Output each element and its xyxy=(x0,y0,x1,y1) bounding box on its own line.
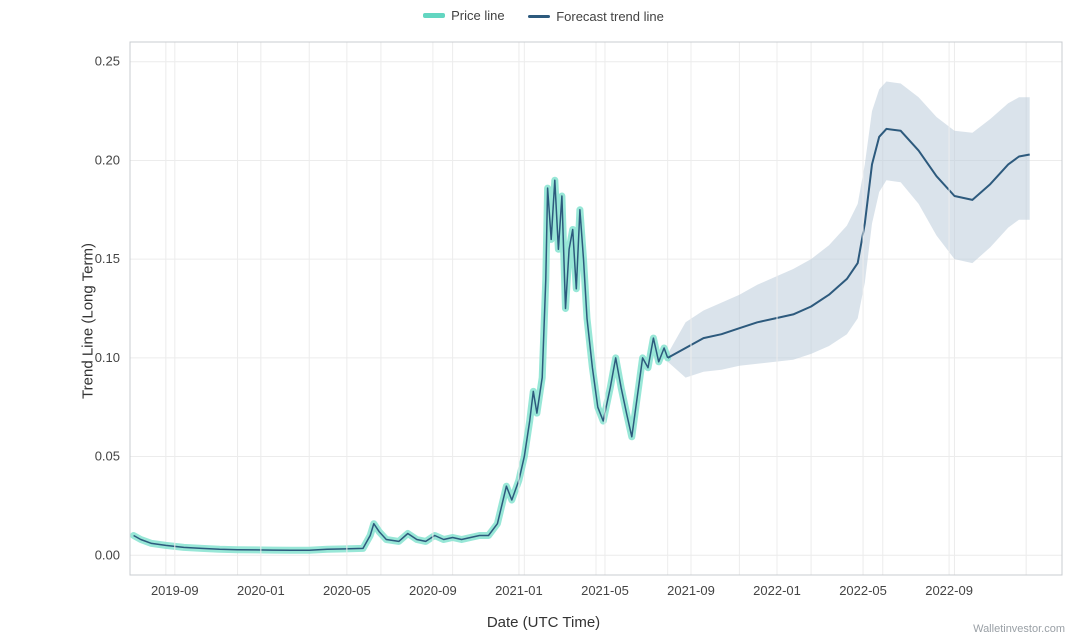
legend-swatch-price xyxy=(423,13,445,18)
chart-legend: Price line Forecast trend line xyxy=(0,6,1087,24)
svg-text:2020-05: 2020-05 xyxy=(323,583,371,598)
svg-text:0.20: 0.20 xyxy=(95,152,120,167)
legend-label: Price line xyxy=(451,8,504,23)
y-axis-label: Trend Line (Long Term) xyxy=(79,243,96,399)
legend-swatch-forecast xyxy=(528,15,550,18)
svg-text:2021-01: 2021-01 xyxy=(495,583,543,598)
svg-text:0.10: 0.10 xyxy=(95,350,120,365)
legend-label: Forecast trend line xyxy=(556,9,664,24)
x-axis-label: Date (UTC Time) xyxy=(0,614,1087,631)
svg-text:2021-05: 2021-05 xyxy=(581,583,629,598)
svg-text:2020-09: 2020-09 xyxy=(409,583,457,598)
svg-text:2019-09: 2019-09 xyxy=(151,583,199,598)
legend-item-forecast[interactable]: Forecast trend line xyxy=(528,9,664,24)
svg-text:2022-01: 2022-01 xyxy=(753,583,801,598)
svg-text:0.25: 0.25 xyxy=(95,54,120,69)
svg-text:2020-01: 2020-01 xyxy=(237,583,285,598)
chart-canvas: 0.00 0.05 0.10 0.15 0.20 0.25 2019-09 2020-01 20… xyxy=(0,0,1087,641)
svg-text:2021-09: 2021-09 xyxy=(667,583,715,598)
svg-text:2022-09: 2022-09 xyxy=(925,583,973,598)
svg-text:0.15: 0.15 xyxy=(95,251,120,266)
svg-text:0.05: 0.05 xyxy=(95,449,120,464)
forecast-chart: Price line Forecast trend line Trend Lin… xyxy=(0,0,1087,641)
legend-item-price[interactable]: Price line xyxy=(423,8,504,23)
attribution-text: Walletinvestor.com xyxy=(973,623,1065,635)
svg-text:0.00: 0.00 xyxy=(95,547,120,562)
svg-text:2022-05: 2022-05 xyxy=(839,583,887,598)
